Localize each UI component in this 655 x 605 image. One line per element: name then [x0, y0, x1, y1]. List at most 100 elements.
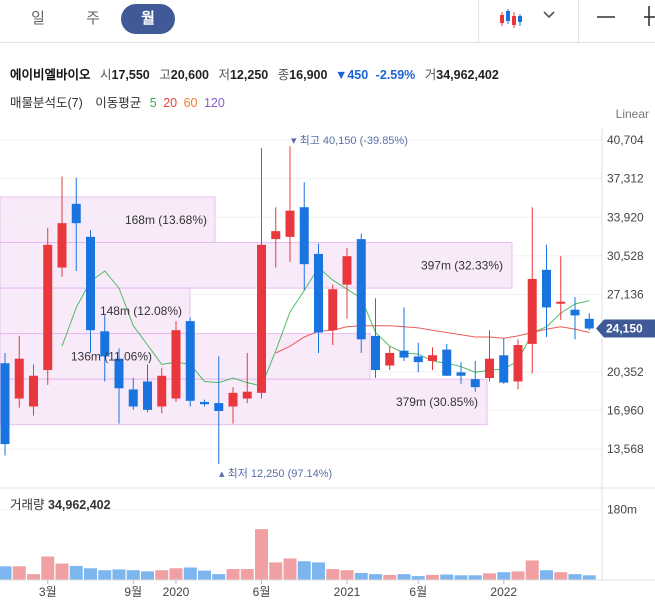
open-label: 시	[100, 68, 112, 82]
plus-icon[interactable]	[641, 4, 655, 26]
change-value: 450	[347, 68, 369, 82]
volume-bar	[212, 574, 226, 580]
volume-panel-label: 거래량	[10, 498, 45, 512]
high-label: 고	[159, 68, 171, 82]
tab-week[interactable]: 주	[86, 10, 100, 27]
volume-bar	[240, 569, 254, 580]
volume-bar	[98, 570, 112, 580]
low-value: 12,250	[229, 68, 269, 82]
volume-bar	[340, 570, 354, 580]
volume-bar	[198, 570, 211, 580]
volume-tick-label: 180m	[607, 503, 637, 517]
volume-profile-bar	[0, 242, 513, 289]
tab-month[interactable]: 월	[121, 4, 175, 34]
x-tick-label: 3월	[39, 585, 57, 599]
volume-profile-label: 397m (32.33%)	[421, 258, 503, 272]
candle-body	[399, 350, 409, 358]
candle-body	[513, 345, 523, 382]
toolbar-divider	[478, 0, 479, 42]
indicator-legend: 매물분석도(7) 이동평균 5 20 60 120	[10, 92, 230, 111]
candle-body	[128, 389, 138, 407]
volume-profile-label: 168m (13.68%)	[125, 213, 207, 227]
volume-bar	[525, 560, 539, 580]
candle-body	[428, 355, 437, 361]
candle-body	[57, 223, 67, 268]
candle-body	[200, 401, 209, 405]
chevron-down-icon[interactable]	[543, 10, 555, 20]
moving-average-label[interactable]: 이동평균	[95, 96, 142, 110]
candle-body	[271, 231, 281, 240]
scale-mode[interactable]: Linear	[615, 107, 649, 121]
volume-panel-value: 34,962,402	[48, 498, 111, 512]
volume-bar	[0, 566, 12, 580]
volume-profile-label[interactable]: 매물분석도(7)	[10, 96, 83, 110]
candle-body	[456, 372, 466, 376]
close-value: 16,900	[289, 68, 328, 82]
volume-bar	[326, 569, 340, 580]
candle-body	[542, 269, 551, 308]
volume-bar	[12, 566, 26, 580]
volume-bar	[568, 574, 582, 580]
candle-body	[43, 244, 53, 371]
low-label: 저	[218, 68, 230, 82]
open-value: 17,550	[111, 68, 150, 82]
current-price-tag	[596, 319, 655, 338]
volume-bar	[397, 574, 411, 580]
x-tick-label: 2020	[163, 585, 190, 599]
volume-profile-label: 379m (30.85%)	[396, 395, 478, 409]
volume-bar	[126, 570, 140, 580]
volume-bar	[540, 570, 553, 580]
volume-bar	[141, 571, 154, 580]
candle-body	[328, 289, 338, 331]
candle-body	[499, 355, 509, 383]
minus-icon[interactable]	[596, 10, 616, 24]
candle-body	[100, 331, 110, 357]
candle-body	[584, 318, 594, 329]
volume-panel-title: 거래량 34,962,402	[10, 494, 111, 513]
toolbar-divider	[578, 0, 579, 42]
x-tick-label: 9월	[124, 585, 142, 599]
x-tick-label: 6월	[409, 585, 427, 599]
candle-body	[228, 392, 238, 407]
candle-body	[570, 309, 580, 316]
volume-bar	[255, 529, 268, 580]
y-tick-label: 27,136	[607, 288, 644, 302]
volume-bar	[297, 561, 311, 580]
candle-body	[285, 210, 295, 237]
ma5-label: 5	[149, 96, 157, 110]
candle-body	[185, 321, 195, 401]
x-tick-label: 2021	[334, 585, 361, 599]
volume-bar	[312, 562, 325, 580]
volume-bar	[55, 563, 69, 580]
tab-day[interactable]: 일	[31, 10, 45, 27]
candle-body	[413, 356, 423, 363]
volume-bar	[226, 569, 240, 580]
volume-bar	[440, 574, 454, 580]
volume-bar	[483, 573, 496, 580]
candle-body	[242, 391, 252, 399]
y-tick-label: 16,960	[607, 403, 644, 417]
candle-body	[157, 375, 167, 407]
volume-bar	[69, 565, 83, 580]
candle-body	[114, 358, 124, 389]
candle-body	[527, 278, 537, 344]
volume-bar	[155, 570, 169, 580]
candle-body	[470, 379, 480, 388]
candle-body	[29, 375, 38, 407]
y-tick-label: 30,528	[607, 249, 644, 263]
candlestick-icon[interactable]	[498, 6, 524, 30]
close-label: 종	[277, 68, 290, 82]
y-tick-label: 13,568	[607, 442, 644, 456]
volume-bar	[269, 562, 283, 580]
volume-bar	[112, 569, 126, 580]
min-price-marker: ▴ 최저 12,250 (97.14%)	[219, 467, 332, 480]
candle-body	[442, 349, 452, 376]
ma120-label: 120	[203, 96, 225, 110]
volume-bar	[169, 568, 183, 580]
volume-bar	[27, 574, 40, 580]
ma20-line	[275, 325, 590, 354]
volume-bar	[369, 574, 382, 580]
volume-bar	[183, 567, 197, 580]
max-price-marker: ▾ 최고 40,150 (-39.85%)	[291, 134, 408, 147]
